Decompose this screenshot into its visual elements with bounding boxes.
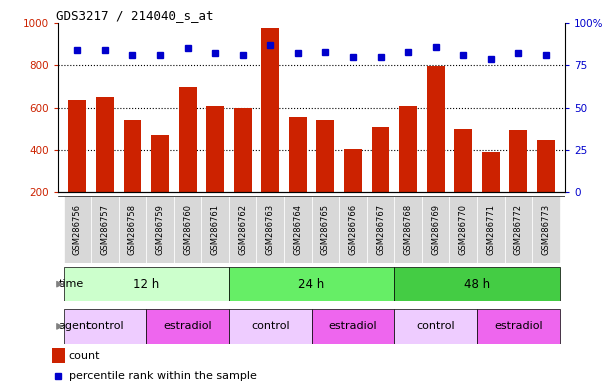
Text: control: control <box>86 321 124 331</box>
Bar <box>64 309 146 344</box>
Bar <box>234 108 252 192</box>
Text: estradiol: estradiol <box>163 321 212 331</box>
Bar <box>174 196 202 263</box>
Bar <box>52 348 65 363</box>
Text: estradiol: estradiol <box>494 321 543 331</box>
Text: GSM286773: GSM286773 <box>541 204 551 255</box>
Bar <box>229 267 394 301</box>
Text: GSM286767: GSM286767 <box>376 204 385 255</box>
Bar <box>68 100 86 192</box>
Bar <box>394 309 477 344</box>
Text: GSM286759: GSM286759 <box>156 204 164 255</box>
Text: GSM286764: GSM286764 <box>293 204 302 255</box>
Text: agent: agent <box>59 321 91 331</box>
Text: GSM286770: GSM286770 <box>459 204 467 255</box>
Bar <box>64 267 229 301</box>
Bar <box>537 140 555 192</box>
Bar <box>284 196 312 263</box>
Bar <box>64 196 91 263</box>
Bar <box>477 196 505 263</box>
Bar <box>399 106 417 192</box>
Text: GSM286758: GSM286758 <box>128 204 137 255</box>
Text: GSM286768: GSM286768 <box>404 204 412 255</box>
Text: GSM286769: GSM286769 <box>431 204 440 255</box>
Bar <box>482 152 500 192</box>
Bar <box>91 196 119 263</box>
Text: 24 h: 24 h <box>299 278 324 291</box>
Bar <box>119 196 146 263</box>
Bar <box>339 196 367 263</box>
Bar <box>123 120 141 192</box>
Text: GSM286757: GSM286757 <box>100 204 109 255</box>
Bar <box>312 309 394 344</box>
Text: 12 h: 12 h <box>133 278 159 291</box>
Text: 48 h: 48 h <box>464 278 490 291</box>
Bar <box>229 309 312 344</box>
Text: count: count <box>69 351 100 361</box>
Text: GDS3217 / 214040_s_at: GDS3217 / 214040_s_at <box>56 9 213 22</box>
Bar <box>202 196 229 263</box>
Text: GSM286762: GSM286762 <box>238 204 247 255</box>
Bar <box>426 66 445 192</box>
Bar <box>289 117 307 192</box>
Text: GSM286766: GSM286766 <box>348 204 357 255</box>
Text: GSM286763: GSM286763 <box>266 204 275 255</box>
Bar <box>454 129 472 192</box>
Bar <box>394 267 560 301</box>
Bar <box>371 127 389 192</box>
Bar <box>257 196 284 263</box>
Bar <box>262 28 279 192</box>
Text: control: control <box>251 321 290 331</box>
Bar <box>178 88 197 192</box>
Text: GSM286756: GSM286756 <box>73 204 82 255</box>
Bar <box>96 98 114 192</box>
Bar <box>344 149 362 192</box>
Bar <box>532 196 560 263</box>
Bar <box>206 106 224 192</box>
Bar <box>146 309 229 344</box>
Bar <box>422 196 450 263</box>
Bar <box>394 196 422 263</box>
Bar <box>505 196 532 263</box>
Text: estradiol: estradiol <box>329 321 377 331</box>
Bar <box>312 196 339 263</box>
Text: GSM286771: GSM286771 <box>486 204 496 255</box>
Bar <box>367 196 394 263</box>
Bar <box>146 196 174 263</box>
Bar <box>151 135 169 192</box>
Text: GSM286772: GSM286772 <box>514 204 523 255</box>
Bar <box>477 309 560 344</box>
Bar <box>316 120 334 192</box>
Text: GSM286765: GSM286765 <box>321 204 330 255</box>
Text: GSM286760: GSM286760 <box>183 204 192 255</box>
Text: percentile rank within the sample: percentile rank within the sample <box>69 371 257 381</box>
Bar <box>510 130 527 192</box>
Text: GSM286761: GSM286761 <box>211 204 219 255</box>
Bar <box>450 196 477 263</box>
Text: time: time <box>59 279 84 289</box>
Bar <box>229 196 257 263</box>
Text: control: control <box>416 321 455 331</box>
